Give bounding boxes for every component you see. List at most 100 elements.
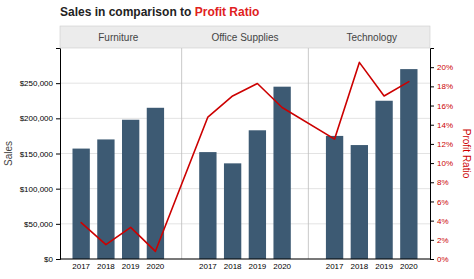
x-tick: 2019 (375, 259, 393, 271)
title-part: Sales in comparison to (60, 5, 195, 19)
y-tick-label: $200,000 (20, 114, 54, 123)
y2-tick-label: 16% (437, 102, 453, 111)
y-tick: $200,000 (20, 114, 60, 123)
bar (72, 149, 89, 259)
grid-line (60, 223, 430, 224)
y2-tick-mark (430, 144, 434, 145)
x-tick: 2019 (122, 259, 140, 271)
group-label: Technology (346, 32, 397, 43)
grid-line (60, 153, 430, 154)
header-band (60, 26, 430, 48)
y2-tick-label: 12% (437, 140, 453, 149)
x-tick-label: 2018 (224, 262, 242, 271)
y2-axis: 0%2%4%6%8%10%12%14%16%18%20% (430, 49, 453, 265)
plot: 2017 2018 2019 2020 2017 2018 2019 2020 2017 2018… (3, 26, 472, 271)
bar (400, 69, 417, 259)
y2-tick: 4% (430, 217, 449, 226)
x-tick: 2017 (72, 259, 90, 271)
y2-tick: 20% (430, 63, 453, 72)
x-axis: 2017 2018 2019 2020 (199, 259, 292, 271)
y2-tick-label: 14% (437, 121, 453, 130)
bar (351, 145, 368, 259)
y-tick-label: $150,000 (20, 150, 54, 159)
y-axis-title: Sales (3, 141, 14, 166)
y-axis: $0 $50,000 $100,000 $150,000 $200,000 $250,00… (20, 49, 61, 265)
group-divider (308, 26, 309, 259)
y2-tick-mark (430, 201, 434, 202)
header: Furniture Office Supplies Technology (60, 26, 430, 48)
y2-tick-label: 0% (437, 255, 449, 264)
y-tick: $250,000 (20, 79, 60, 88)
x-tick-label: 2019 (122, 262, 140, 271)
y-tick-label: $100,000 (20, 185, 54, 194)
y2-tick-mark (430, 163, 434, 164)
x-tick: 2020 (273, 259, 291, 271)
x-tick-label: 2020 (147, 262, 165, 271)
group-label: Office Supplies (211, 32, 278, 43)
y2-tick: 12% (430, 140, 453, 149)
y-tick: $150,000 (20, 150, 60, 159)
x-axis: 2017 2018 2019 2020 (72, 259, 165, 271)
y2-tick: 8% (430, 178, 449, 187)
y2-tick: 16% (430, 102, 453, 111)
x-tick-label: 2019 (248, 262, 266, 271)
group-divider (181, 26, 182, 259)
y2-tick: 14% (430, 121, 453, 130)
y-tick-mark (56, 83, 60, 84)
x-tick-label: 2018 (350, 262, 368, 271)
bar (375, 101, 392, 259)
bar (199, 152, 216, 259)
y-tick-label: $50,000 (24, 220, 53, 229)
x-tick: 2017 (326, 259, 344, 271)
y-axis-line (56, 49, 61, 260)
x-tick-label: 2020 (273, 262, 291, 271)
y2-tick-mark (430, 221, 434, 222)
y2-tick-mark (430, 259, 434, 260)
x-tick-label: 2017 (326, 262, 344, 271)
y-tick: $100,000 (20, 185, 60, 194)
y2-tick-label: 2% (437, 236, 449, 245)
y2-tick-label: 20% (437, 63, 453, 72)
y2-tick-label: 4% (437, 217, 449, 226)
x-tick: 2017 (199, 259, 217, 271)
x-tick: 2020 (147, 259, 165, 271)
x-tick: 2018 (350, 259, 368, 271)
y-tick-label: $250,000 (20, 79, 54, 88)
title-part: Profit Ratio (195, 5, 260, 19)
x-tick-label: 2017 (72, 262, 90, 271)
x-tick-label: 2020 (400, 262, 418, 271)
y2-tick-mark (430, 106, 434, 107)
y2-tick-mark (430, 86, 434, 87)
x-tick: 2018 (224, 259, 242, 271)
x-tick-label: 2018 (97, 262, 115, 271)
grid (60, 83, 430, 259)
x-axis: 2017 2018 2019 2020 (326, 259, 419, 271)
y2-axis-title: Profit Ratio (461, 129, 472, 179)
y-tick-mark (56, 189, 60, 190)
bar (122, 120, 139, 259)
y2-tick-mark (430, 125, 434, 126)
y2-tick: 2% (430, 236, 449, 245)
x-tick: 2018 (97, 259, 115, 271)
grid-line (60, 118, 430, 119)
y2-tick: 6% (430, 198, 449, 207)
line (81, 62, 409, 251)
bar (224, 163, 241, 259)
title: Sales in comparison to Profit Ratio (60, 5, 259, 19)
y-tick: $50,000 (24, 220, 60, 229)
x-tick-label: 2019 (375, 262, 393, 271)
y2-tick: 0% (430, 255, 449, 264)
group-label: Furniture (98, 32, 138, 43)
y-tick: $0 (44, 255, 60, 264)
y2-tick-label: 6% (437, 198, 449, 207)
y-tick-mark (56, 259, 60, 260)
marks (72, 62, 417, 259)
y2-axis-line (431, 49, 435, 260)
x-tick: 2019 (248, 259, 266, 271)
y2-tick-mark (430, 182, 434, 183)
y-tick-label: $0 (44, 255, 53, 264)
x-tick: 2020 (400, 259, 418, 271)
y2-tick: 18% (430, 82, 453, 91)
y-tick-mark (56, 154, 60, 155)
y2-tick-mark (430, 67, 434, 68)
